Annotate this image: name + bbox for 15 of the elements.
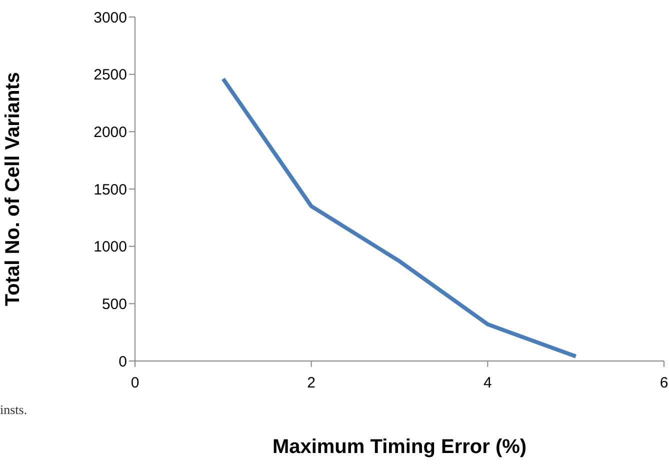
y-tick-label: 500 xyxy=(102,296,127,313)
y-tick-label: 2000 xyxy=(94,124,127,141)
line-series xyxy=(221,76,578,358)
text: insts. xyxy=(0,402,28,418)
y-tick-label: 3000 xyxy=(94,9,127,26)
y-tick-label: 1500 xyxy=(94,181,127,198)
y-tick-label: 2500 xyxy=(94,66,127,84)
x-tick-label: 4 xyxy=(483,374,492,392)
y-tick-label: 0 xyxy=(118,353,127,370)
x-tick-label: 2 xyxy=(307,374,316,392)
y-axis-title: Total No. of Cell Variants xyxy=(2,72,24,306)
x-tick-label: 6 xyxy=(660,374,668,392)
x-axis-title: Maximum Timing Error (%) xyxy=(272,436,527,458)
y-tick-label: 1000 xyxy=(94,238,127,256)
x-tick-label: 0 xyxy=(130,374,140,392)
